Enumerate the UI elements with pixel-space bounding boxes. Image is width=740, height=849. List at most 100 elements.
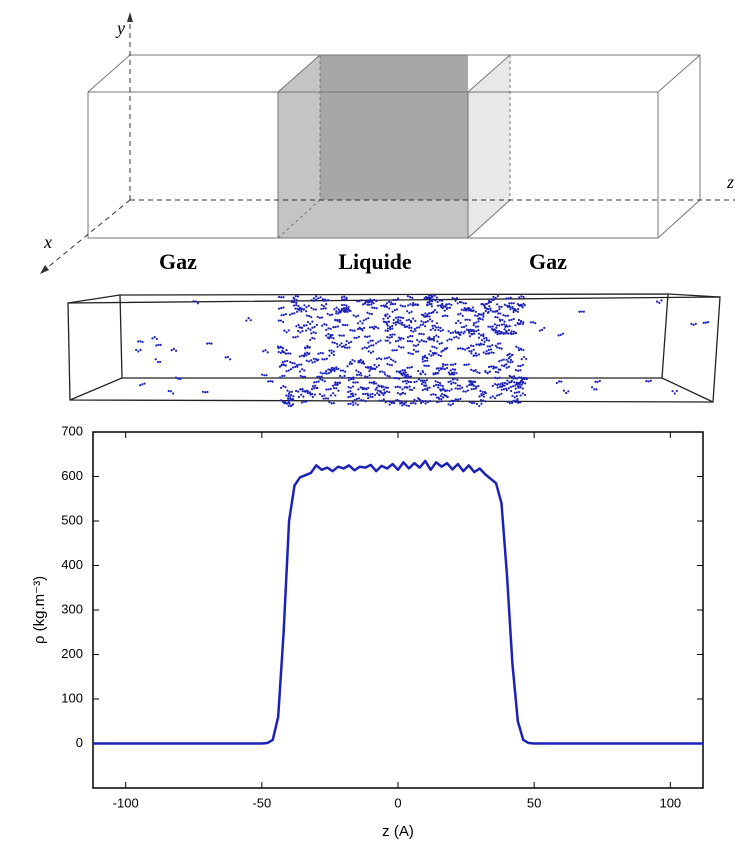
molecule — [334, 381, 337, 384]
molecule — [393, 376, 396, 380]
molecule — [444, 305, 447, 308]
molecule — [480, 339, 484, 342]
molecule — [342, 334, 345, 337]
molecule — [655, 300, 659, 303]
molecule — [355, 397, 358, 401]
molecule — [451, 378, 455, 381]
molecule — [491, 310, 495, 313]
molecule — [498, 393, 501, 397]
molecule — [292, 301, 296, 304]
molecule — [372, 327, 376, 330]
molecule — [340, 304, 344, 307]
molecule — [294, 365, 297, 368]
molecule — [359, 372, 362, 375]
molecule — [337, 367, 340, 370]
molecule — [292, 304, 296, 307]
molecule — [438, 342, 441, 345]
molecule — [408, 324, 411, 327]
molecule — [443, 367, 446, 371]
molecule — [336, 345, 339, 348]
molecule — [319, 351, 322, 355]
molecule — [329, 394, 333, 397]
molecule — [280, 364, 283, 367]
molecule — [343, 298, 346, 301]
molecule — [430, 312, 433, 315]
molecule — [582, 310, 585, 313]
molecule — [517, 364, 520, 368]
molecule — [411, 352, 414, 356]
molecule — [325, 303, 328, 306]
molecule — [510, 318, 513, 321]
molecule — [277, 319, 280, 322]
molecule — [449, 331, 452, 335]
molecule — [477, 317, 480, 321]
molecule — [446, 306, 449, 309]
molecule — [417, 369, 420, 373]
molecule — [436, 371, 440, 375]
molecule — [439, 388, 442, 391]
molecule — [494, 310, 498, 313]
molecule — [357, 361, 360, 364]
molecule — [375, 307, 378, 310]
molecule — [461, 347, 464, 350]
molecule — [351, 401, 354, 404]
molecule — [368, 374, 371, 377]
molecule — [394, 340, 398, 343]
molecule — [439, 326, 442, 330]
molecule — [493, 382, 497, 386]
molecule — [352, 376, 355, 379]
molecule — [388, 315, 391, 318]
molecule — [443, 309, 446, 312]
molecule — [452, 381, 455, 384]
molecule — [347, 341, 351, 344]
molecule — [306, 392, 309, 395]
molecule — [490, 365, 493, 368]
molecule — [321, 372, 324, 375]
molecule — [349, 361, 352, 364]
molecule — [349, 390, 352, 393]
molecule — [139, 384, 142, 387]
molecule — [400, 401, 404, 404]
molecule — [368, 303, 371, 306]
molecule — [280, 314, 283, 317]
molecule — [347, 386, 350, 389]
molecule — [375, 326, 378, 329]
molecule — [460, 301, 463, 304]
molecule — [307, 314, 311, 318]
molecule — [391, 349, 394, 352]
molecule — [649, 379, 652, 382]
molecule — [489, 348, 493, 351]
molecule — [498, 376, 501, 379]
molecule — [169, 390, 173, 393]
molecule — [496, 346, 499, 349]
molecule — [327, 332, 330, 336]
molecule — [396, 321, 400, 324]
molecule — [502, 388, 506, 391]
molecule — [490, 351, 493, 354]
molecule — [414, 329, 417, 332]
molecule — [431, 345, 434, 348]
molecule — [286, 359, 289, 363]
molecule — [402, 346, 405, 349]
molecule — [336, 381, 339, 384]
molecule — [431, 327, 435, 330]
molecule — [405, 319, 408, 322]
molecule — [456, 302, 459, 305]
molecule — [302, 400, 306, 403]
axis-label: y — [115, 18, 125, 38]
molecule — [406, 295, 410, 298]
molecule — [318, 393, 322, 396]
molecule — [510, 330, 513, 333]
molecule — [398, 399, 401, 403]
molecule — [510, 375, 513, 379]
molecule — [499, 342, 502, 345]
molecule — [316, 315, 319, 318]
molecule — [477, 328, 480, 332]
molecule — [386, 339, 389, 342]
molecule — [174, 376, 178, 379]
molecule — [194, 300, 197, 303]
molecule — [517, 386, 520, 389]
molecule — [343, 295, 346, 298]
molecule — [397, 316, 400, 319]
molecule — [281, 346, 284, 349]
